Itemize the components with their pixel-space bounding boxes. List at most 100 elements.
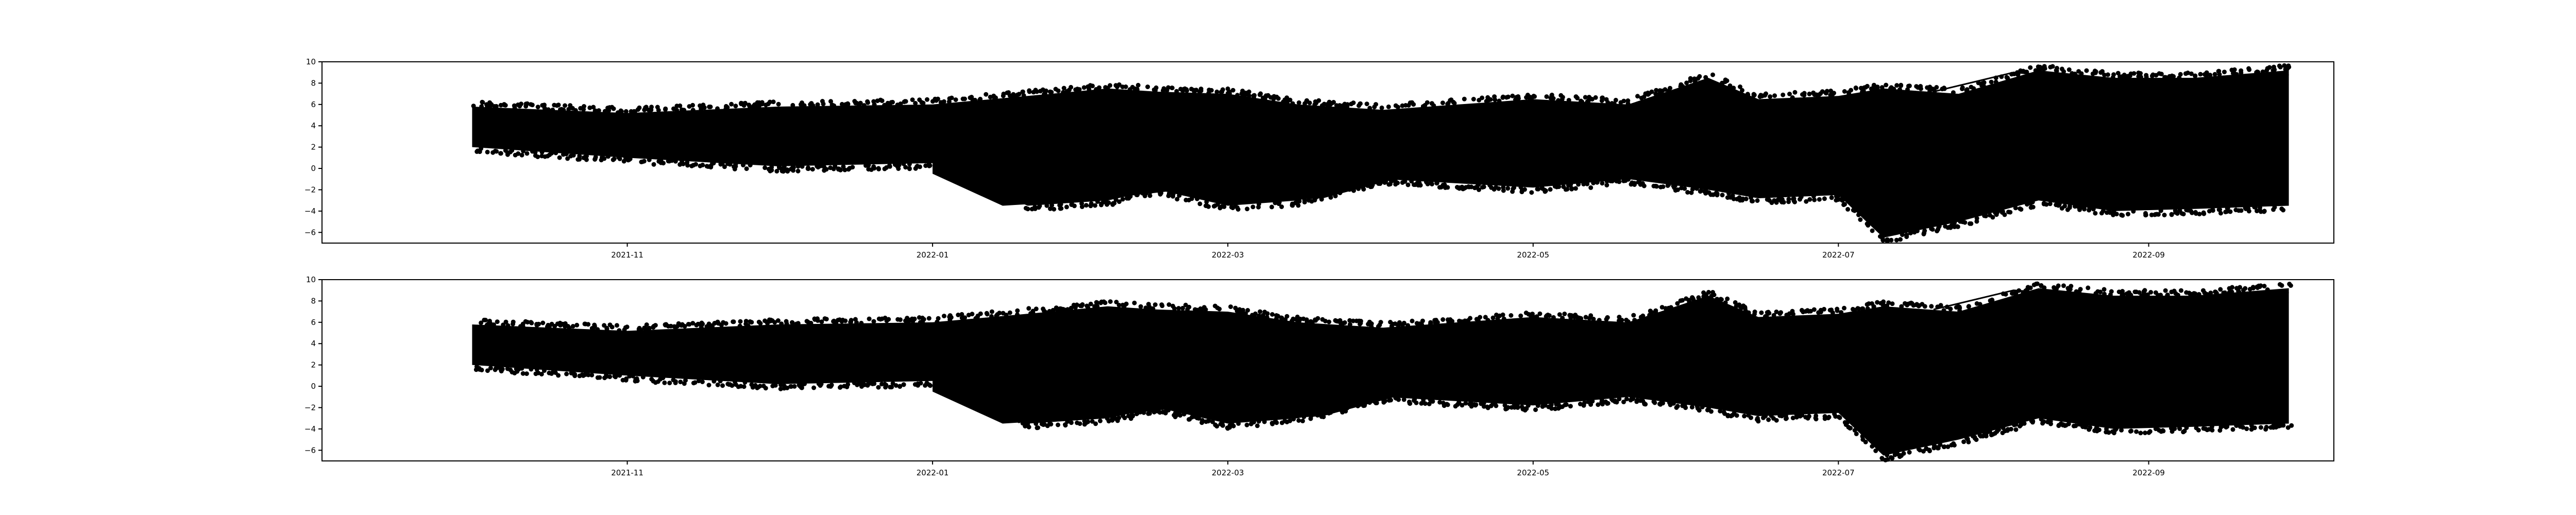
- scatter-point: [1632, 182, 1637, 187]
- scatter-point: [582, 321, 587, 327]
- scatter-point: [1927, 449, 1932, 454]
- scatter-point: [1879, 456, 1885, 461]
- scatter-point: [1790, 416, 1795, 421]
- scatter-point: [970, 312, 975, 317]
- scatter-point: [2209, 424, 2214, 429]
- scatter-point: [1444, 402, 1449, 407]
- scatter-point: [1494, 403, 1499, 408]
- scatter-point: [762, 165, 768, 170]
- scatter-point: [1974, 216, 1979, 221]
- scatter-point: [1929, 226, 1934, 231]
- scatter-point: [1604, 183, 1609, 187]
- scatter-point: [989, 309, 994, 314]
- scatter-point: [2236, 208, 2241, 213]
- scatter-point: [1726, 191, 1731, 196]
- scatter-point: [1568, 182, 1573, 187]
- scatter-point: [1871, 83, 1876, 89]
- scatter-point: [561, 108, 566, 112]
- scatter-point: [1222, 204, 1227, 209]
- scatter-point: [1720, 193, 1725, 198]
- scatter-point: [1875, 84, 1880, 90]
- scatter-point: [1835, 308, 1840, 313]
- scatter-point: [617, 373, 622, 378]
- scatter-point: [1425, 100, 1430, 105]
- scatter-point: [1187, 304, 1192, 310]
- scatter-point: [2288, 283, 2293, 288]
- scatter-point: [1239, 91, 1244, 96]
- scatter-point: [912, 316, 917, 321]
- scatter-point: [640, 374, 646, 380]
- scatter-point: [1134, 87, 1140, 92]
- scatter-point: [1279, 315, 1284, 320]
- scatter-point: [669, 158, 674, 163]
- scatter-point: [2241, 425, 2246, 430]
- scatter-point: [1614, 400, 1619, 405]
- scatter-point: [1044, 203, 1049, 208]
- scatter-point: [918, 164, 922, 169]
- scatter-point: [1668, 85, 1672, 91]
- scatter-point: [1132, 300, 1137, 305]
- scatter-point: [1265, 311, 1270, 316]
- scatter-point: [1504, 95, 1509, 100]
- scatter-point: [2193, 210, 2198, 215]
- scatter-point: [1929, 304, 1934, 309]
- scatter-point: [690, 102, 695, 108]
- scatter-point: [1175, 197, 1180, 202]
- scatter-point: [554, 103, 560, 108]
- scatter-point: [1640, 313, 1646, 318]
- scatter-point: [656, 108, 661, 113]
- scatter-point: [536, 321, 541, 327]
- scatter-point: [1631, 397, 1636, 401]
- scatter-point: [1565, 186, 1570, 192]
- scatter-point: [978, 311, 983, 316]
- scatter-point: [1101, 299, 1106, 304]
- scatter-point: [1297, 199, 1302, 204]
- scatter-point: [1709, 294, 1714, 299]
- scatter-point: [2111, 72, 2116, 77]
- scatter-point: [1437, 400, 1443, 405]
- scatter-point: [1235, 207, 1241, 212]
- scatter-point: [907, 162, 912, 167]
- scatter-point: [1090, 419, 1095, 424]
- scatter-point: [1041, 308, 1046, 313]
- scatter-point: [876, 166, 882, 171]
- scatter-point: [2281, 423, 2286, 428]
- scatter-point: [1734, 413, 1739, 418]
- scatter-point: [2142, 288, 2147, 293]
- scatter-point: [1884, 82, 1889, 88]
- scatter-point: [1265, 93, 1270, 98]
- scatter-point: [726, 382, 732, 387]
- scatter-point: [619, 109, 624, 114]
- scatter-point: [605, 154, 611, 159]
- scatter-point: [1962, 220, 1968, 225]
- scatter-point: [788, 384, 793, 389]
- scatter-point: [2102, 291, 2107, 297]
- scatter-point: [1198, 87, 1204, 92]
- scatter-point: [1668, 305, 1673, 310]
- scatter-point: [1490, 315, 1496, 320]
- scatter-point: [2131, 71, 2137, 76]
- scatter-point: [2260, 69, 2265, 74]
- scatter-point: [1501, 316, 1506, 321]
- scatter-point: [2145, 292, 2150, 297]
- scatter-point: [1052, 207, 1057, 212]
- scatter-point: [2056, 283, 2061, 288]
- scatter-point: [1099, 201, 1104, 207]
- scatter-point: [945, 171, 950, 176]
- scatter-point: [495, 319, 500, 324]
- scatter-point: [719, 322, 724, 328]
- scatter-point: [1777, 311, 1783, 316]
- scatter-point: [960, 315, 965, 320]
- scatter-point: [1467, 402, 1472, 407]
- scatter-point: [1256, 204, 1261, 210]
- scatter-point: [854, 320, 859, 325]
- scatter-point: [1025, 421, 1030, 426]
- scatter-point: [2279, 206, 2284, 211]
- scatter-point: [925, 97, 929, 102]
- scatter-point: [1830, 310, 1835, 315]
- scatter-point: [1220, 421, 1225, 426]
- scatter-point: [742, 380, 748, 385]
- scatter-point: [1116, 303, 1122, 307]
- scatter-point: [529, 367, 534, 372]
- scatter-point: [2185, 71, 2190, 75]
